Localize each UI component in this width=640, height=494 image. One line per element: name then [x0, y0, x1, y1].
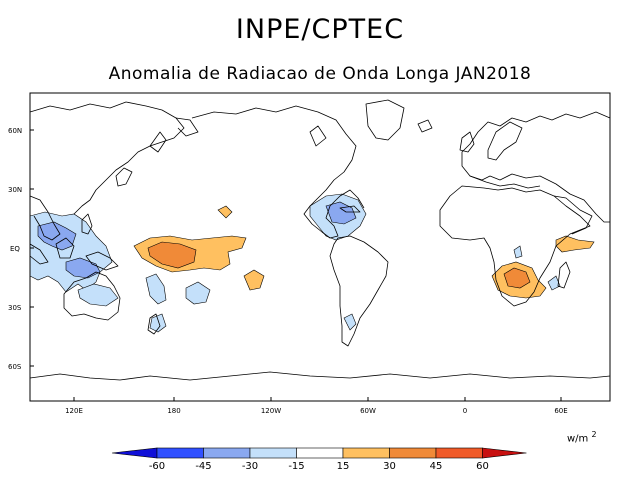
- lat-tick-label: 60S: [8, 363, 22, 371]
- negative-anomaly-madagascar: [547, 275, 561, 291]
- coastline-borneo: [55, 237, 75, 259]
- colorbar-arrow-left: [111, 447, 158, 459]
- coastline-antarctica: [29, 371, 611, 381]
- lat-tick-label: 30N: [8, 186, 22, 194]
- colorbar-label: -30: [242, 461, 258, 472]
- colorbar: -60 -45 -30 -15 15 30 45 60: [111, 447, 527, 472]
- coastline-mediterranean: [469, 175, 541, 189]
- lat-axis: [30, 129, 34, 367]
- lon-tick-label: 60W: [360, 407, 376, 415]
- coastline-europe: [461, 111, 611, 223]
- coastline-north-america: [191, 105, 365, 239]
- coastline-greenland: [365, 99, 405, 141]
- colorbar-box: [249, 447, 297, 459]
- lat-tick-label: EQ: [10, 245, 20, 253]
- negative-anomaly-coral-sea: [145, 273, 167, 305]
- coastline-madagascar: [557, 261, 571, 289]
- units-text: w/m: [567, 433, 589, 445]
- colorbar-box: [342, 447, 390, 459]
- positive-anomaly-pacific-core: [147, 241, 197, 269]
- colorbar-label: 60: [476, 461, 489, 472]
- coastlines: [29, 99, 611, 381]
- coastline-east-asia: [29, 101, 185, 215]
- coastline-hudson: [309, 125, 327, 147]
- positive-anomaly-southern-africa-core: [503, 267, 531, 289]
- colorbar-label: 15: [337, 461, 350, 472]
- coastline-arabia: [553, 195, 593, 235]
- lon-axis: [73, 397, 562, 401]
- negative-anomaly-caribbean-core: [325, 201, 357, 225]
- coastline-cuba: [339, 205, 361, 213]
- anomaly-shading: [29, 193, 595, 333]
- colorbar-label: 45: [430, 461, 443, 472]
- lon-tick-label: 180: [167, 407, 180, 415]
- lon-tick-label: 0: [463, 407, 467, 415]
- colorbar-box: [203, 447, 251, 459]
- negative-anomaly-nz: [149, 313, 167, 333]
- negative-anomaly-australia: [77, 283, 119, 307]
- negative-anomaly-south-america: [343, 313, 357, 331]
- lon-tick-label: 120W: [261, 407, 281, 415]
- lat-tick-label: 60N: [8, 127, 22, 135]
- colorbar-label: 30: [383, 461, 396, 472]
- colorbar-box: [389, 447, 437, 459]
- units-label: w/m 2: [567, 430, 597, 444]
- positive-anomaly-east-africa: [555, 235, 595, 253]
- coastline-iceland: [417, 119, 433, 133]
- units-exponent: 2: [591, 430, 597, 439]
- coastline-new-guinea: [85, 251, 119, 271]
- colorbar-box: [296, 447, 344, 459]
- colorbar-label: -45: [195, 461, 211, 472]
- coastline-new-zealand: [147, 313, 161, 335]
- negative-anomaly-south-pacific: [185, 281, 211, 305]
- positive-anomaly-hawaii: [217, 205, 233, 219]
- colorbar-box: [435, 447, 483, 459]
- negative-anomaly-mozambique: [513, 245, 523, 259]
- colorbar-box: [156, 447, 204, 459]
- coastline-africa: [439, 185, 591, 307]
- coastline-scandinavia: [487, 121, 523, 161]
- positive-anomaly-east-pacific: [243, 269, 265, 291]
- coastline-australia: [63, 271, 121, 321]
- colorbar-label: -15: [288, 461, 304, 472]
- colorbar-label: -60: [149, 461, 165, 472]
- coastline-sumatra: [29, 243, 49, 265]
- colorbar-arrow-right: [482, 447, 527, 459]
- coastline-alaska: [175, 117, 199, 137]
- lon-tick-label: 60E: [554, 407, 567, 415]
- coastline-kamchatka: [149, 131, 167, 153]
- lon-tick-label: 120E: [65, 407, 83, 415]
- coastline-philippines: [81, 213, 93, 235]
- coastline-indochina: [29, 195, 61, 241]
- coastline-south-america: [329, 235, 389, 347]
- map-frame: [29, 92, 611, 402]
- coastline-japan: [115, 167, 133, 187]
- map-background: [30, 93, 610, 401]
- map-subtitle: Anomalia de Radiacao de Onda Longa JAN20…: [108, 64, 532, 84]
- lat-tick-label: 30S: [8, 304, 22, 312]
- map-title: INPE/CPTEC: [235, 14, 405, 45]
- coastline-uk: [459, 131, 475, 153]
